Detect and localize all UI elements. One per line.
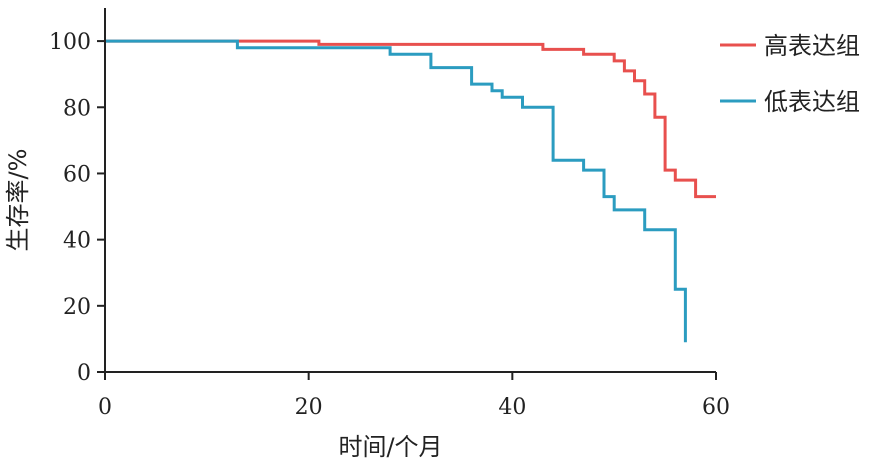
x-tick-label: 60 xyxy=(702,395,730,420)
x-ticks: 0 20 40 60 xyxy=(98,372,730,420)
series-line-0 xyxy=(105,39,716,199)
x-tick-label: 20 xyxy=(295,395,323,420)
y-tick-label: 40 xyxy=(63,229,91,254)
y-tick-label: 0 xyxy=(77,361,91,386)
series-line-1 xyxy=(105,39,687,343)
plot-area xyxy=(105,39,716,343)
axes: 0 20 40 60 0 20 40 60 80 100 xyxy=(49,8,730,420)
legend-label-1: 低表达组 xyxy=(764,88,860,116)
y-ticks: 0 20 40 60 80 100 xyxy=(49,30,105,386)
y-axis-title: 生存率/% xyxy=(4,149,32,252)
y-tick-label: 20 xyxy=(63,295,91,320)
y-tick-label: 100 xyxy=(49,30,91,55)
x-tick-label: 40 xyxy=(498,395,526,420)
y-tick-label: 60 xyxy=(63,162,91,187)
x-axis-title: 时间/个月 xyxy=(338,433,442,461)
legend-label-0: 高表达组 xyxy=(764,32,860,60)
y-tick-label: 80 xyxy=(63,96,91,121)
x-tick-label: 0 xyxy=(98,395,112,420)
